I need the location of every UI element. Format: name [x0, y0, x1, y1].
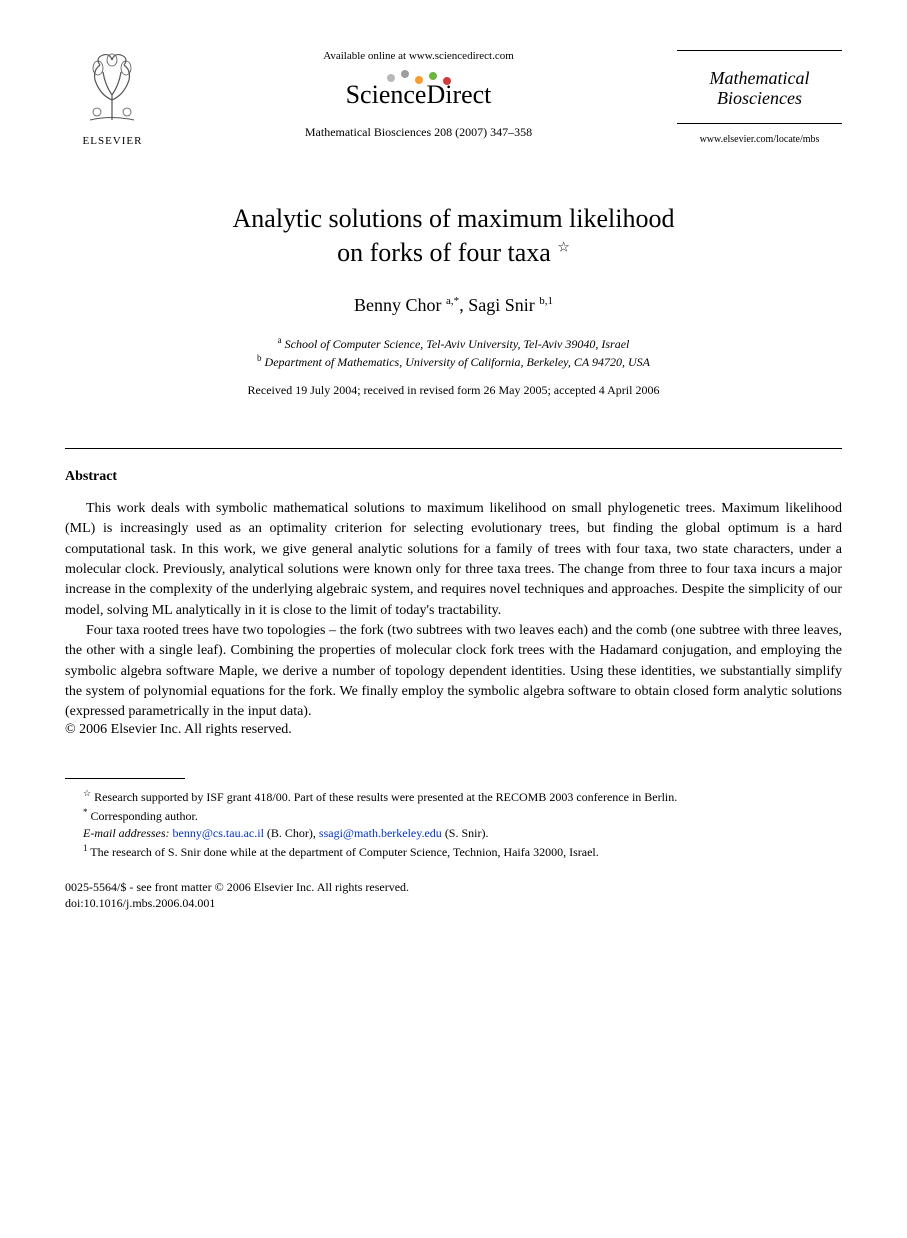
asterisk-symbol: *: [83, 807, 88, 817]
author-1-sup: a,*: [446, 295, 459, 307]
center-block: Available online at www.sciencedirect.co…: [160, 50, 677, 140]
footnote-corresponding: * Corresponding author.: [65, 806, 842, 825]
email-label: E-mail addresses:: [83, 826, 170, 840]
title-line1: Analytic solutions of maximum likelihood: [233, 204, 675, 233]
journal-name-line1: Mathematical: [677, 69, 842, 89]
journal-url: www.elsevier.com/locate/mbs: [677, 134, 842, 145]
affiliations: a School of Computer Science, Tel-Aviv U…: [65, 334, 842, 372]
article-title: Analytic solutions of maximum likelihood…: [65, 202, 842, 270]
article-dates: Received 19 July 2004; received in revis…: [65, 383, 842, 398]
footnote-star: ☆ Research supported by ISF grant 418/00…: [65, 787, 842, 806]
author-2-name: Sagi Snir: [468, 295, 535, 315]
email-who-1: (B. Chor),: [267, 826, 316, 840]
elsevier-tree-logo: [75, 50, 150, 130]
footnote-separator: [65, 778, 185, 779]
authors-line: Benny Chor a,*, Sagi Snir b,1: [65, 295, 842, 316]
copyright-line: © 2006 Elsevier Inc. All rights reserved…: [65, 722, 842, 738]
abstract-heading: Abstract: [65, 469, 842, 485]
title-line2: on forks of four taxa: [337, 238, 551, 267]
author-2-sup: b,1: [539, 295, 553, 307]
header-row: ELSEVIER Available online at www.science…: [65, 50, 842, 147]
available-online-text: Available online at www.sciencedirect.co…: [180, 50, 657, 62]
corresponding-text: Corresponding author.: [91, 809, 198, 823]
title-note-symbol: ☆: [557, 240, 570, 255]
footnote-1-sup: 1: [83, 843, 88, 853]
email-link-1[interactable]: benny@cs.tau.ac.il: [173, 826, 264, 840]
star-symbol: ☆: [83, 788, 91, 798]
affil-b-sup: b: [257, 353, 262, 363]
publisher-block: ELSEVIER: [65, 50, 160, 147]
journal-title-box: Mathematical Biosciences: [677, 50, 842, 124]
dot-icon: [401, 70, 409, 78]
abstract-paragraph-1: This work deals with symbolic mathematic…: [65, 499, 842, 621]
section-divider: [65, 448, 842, 449]
email-link-2[interactable]: ssagi@math.berkeley.edu: [319, 826, 442, 840]
front-matter-line: 0025-5564/$ - see front matter © 2006 El…: [65, 879, 842, 896]
dot-icon: [429, 72, 437, 80]
footnote-emails: E-mail addresses: benny@cs.tau.ac.il (B.…: [65, 825, 842, 842]
footnote-star-text: Research supported by ISF grant 418/00. …: [94, 790, 677, 804]
journal-reference: Mathematical Biosciences 208 (2007) 347–…: [180, 125, 657, 140]
sciencedirect-logo-text: ScienceDirect: [180, 80, 657, 110]
doi-line: doi:10.1016/j.mbs.2006.04.001: [65, 895, 842, 912]
footnote-1: 1 The research of S. Snir done while at …: [65, 842, 842, 861]
dot-icon: [415, 76, 423, 84]
affil-b-text: Department of Mathematics, University of…: [265, 355, 650, 369]
author-1-name: Benny Chor: [354, 295, 442, 315]
journal-name-line2: Biosciences: [677, 89, 842, 109]
dot-icon: [387, 74, 395, 82]
dot-icon: [443, 77, 451, 85]
abstract-paragraph-2: Four taxa rooted trees have two topologi…: [65, 621, 842, 722]
affil-a-text: School of Computer Science, Tel-Aviv Uni…: [285, 337, 630, 351]
bottom-info: 0025-5564/$ - see front matter © 2006 El…: [65, 879, 842, 913]
email-who-2: (S. Snir).: [445, 826, 489, 840]
footnote-1-text: The research of S. Snir done while at th…: [90, 845, 598, 859]
sciencedirect-dots: [180, 70, 657, 78]
affil-a-sup: a: [278, 335, 282, 345]
journal-block: Mathematical Biosciences www.elsevier.co…: [677, 50, 842, 145]
publisher-name: ELSEVIER: [65, 135, 160, 147]
